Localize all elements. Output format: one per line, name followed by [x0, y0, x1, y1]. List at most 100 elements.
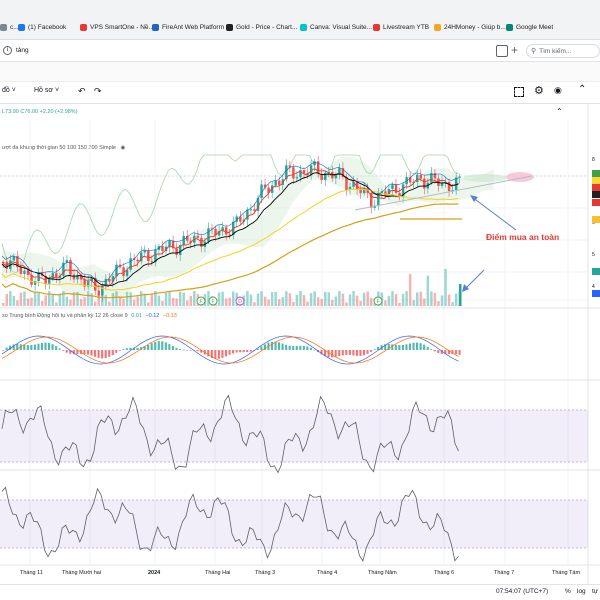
bookmark-label: VPS SmartOne - Nề... [90, 24, 154, 31]
price-tag [592, 191, 600, 198]
volume-bar [101, 291, 104, 306]
bookmark-item[interactable]: 24HMoney - Giúp b... [434, 24, 506, 31]
price-axis-label: 6 [592, 220, 595, 226]
candle-body [55, 273, 58, 278]
candle-body [373, 205, 377, 208]
volume-bar [380, 292, 384, 306]
camera-icon[interactable]: ◉ [554, 85, 562, 95]
bookmark-item[interactable]: Google Meet [506, 24, 553, 31]
macd-histogram-bar [94, 350, 97, 357]
volume-bar [90, 293, 93, 306]
volume-bar [214, 300, 217, 306]
volume-bar [281, 297, 285, 306]
restore-window-icon[interactable] [496, 45, 508, 57]
undo-icon[interactable]: ↶ [78, 86, 86, 96]
search-input[interactable]: ⚲ Tìm kiếm... [526, 44, 600, 58]
macd-histogram-bar [30, 345, 33, 350]
candle-body [76, 274, 79, 280]
volume-bar [164, 292, 168, 306]
log-toggle[interactable]: log [577, 588, 586, 595]
macd-histogram-bar [288, 345, 291, 350]
candle-body [263, 184, 267, 188]
bookmark-favicon-icon [80, 24, 87, 31]
stoch-line [1, 486, 459, 562]
macd-histogram-bar [207, 350, 210, 357]
volume-bar [72, 292, 76, 306]
bookmark-favicon-icon [434, 24, 441, 31]
volume-bar [302, 295, 306, 306]
bookmark-item[interactable]: (1) Facebook [18, 24, 66, 31]
bookmark-item[interactable]: Livestream YTB [373, 24, 429, 31]
macd-histogram-bar [331, 350, 334, 358]
volume-bar [256, 293, 260, 306]
macd-histogram-bar [44, 342, 47, 350]
macd-histogram-bar [147, 344, 150, 350]
bookmark-item[interactable]: VPS SmartOne - Nề... [80, 24, 154, 31]
macd-histogram-bar [320, 350, 323, 355]
macd-histogram-bar [433, 350, 436, 352]
candle-body [447, 181, 451, 192]
candle-body [440, 182, 444, 186]
stoch-band [0, 500, 588, 548]
percent-toggle[interactable]: % [565, 588, 571, 595]
bookmark-favicon-icon [226, 24, 233, 31]
volume-bar [292, 301, 295, 306]
macd-histogram-bar [235, 350, 238, 353]
auto-toggle[interactable]: tự [592, 588, 599, 595]
candle-body [391, 184, 394, 189]
bookmark-item[interactable]: Canva: Visual Suite... [300, 24, 372, 31]
volume-bar [40, 301, 44, 306]
macd-histogram-bar [118, 350, 121, 351]
bookmark-item[interactable]: c... [0, 24, 19, 31]
volume-bar [33, 291, 37, 306]
macd-histogram-bar [12, 344, 15, 350]
draw-menu[interactable]: đồ ˅ [2, 87, 16, 94]
add-tab-icon[interactable]: + [511, 43, 519, 57]
settings-icon[interactable]: ⚙ [534, 85, 544, 97]
volume-bar [228, 297, 231, 306]
bookmark-item[interactable]: FireAnt Web Platform [152, 24, 224, 31]
volume-bar [147, 302, 150, 306]
hide-legend-icon[interactable]: ⌃ [556, 107, 563, 116]
candle-body [267, 187, 270, 193]
candle-body [232, 221, 235, 236]
ma-red-line [1, 168, 459, 287]
macd-histogram-bar [217, 350, 220, 359]
candle-body [65, 260, 69, 263]
volume-bar [104, 295, 108, 306]
candle-body [299, 169, 302, 178]
volume-bar [186, 300, 189, 306]
macd-histogram-bar [65, 350, 68, 353]
macd-histogram-bar [384, 344, 387, 350]
candle-body [33, 281, 37, 285]
candle-body [111, 276, 115, 282]
address-text[interactable]: tảng [16, 47, 29, 54]
fullscreen-icon[interactable] [514, 87, 524, 97]
candle-body [430, 173, 433, 183]
candle-body [327, 171, 331, 173]
volume-bar [5, 294, 9, 306]
volume-bar [12, 296, 16, 306]
bookmark-item[interactable]: Gold - Price - Chart... [226, 24, 297, 31]
candle-body [40, 272, 44, 276]
time-axis-label: Tháng Năm [368, 570, 397, 576]
redo-icon[interactable]: ↷ [94, 86, 102, 96]
profile-menu[interactable]: Hồ sơ ˅ [34, 87, 59, 94]
collapse-icon[interactable]: ⌃ [578, 84, 587, 95]
macd-histogram-bar [90, 350, 93, 356]
macd-histogram-bar [444, 350, 447, 355]
candle-body [97, 290, 101, 296]
info-icon[interactable]: i [3, 46, 12, 55]
candle-body [157, 246, 161, 250]
candle-body [338, 168, 341, 175]
volume-bar [451, 302, 454, 306]
eye-icon[interactable]: ◉ [120, 145, 126, 151]
volume-bar [26, 298, 30, 306]
volume-bar [306, 301, 309, 306]
candle-body [331, 171, 334, 179]
volume-bar [51, 294, 55, 306]
macd-histogram-bar [458, 350, 461, 355]
page-strip [0, 62, 600, 82]
volume-bar [416, 292, 419, 306]
volume-bar [203, 294, 207, 306]
